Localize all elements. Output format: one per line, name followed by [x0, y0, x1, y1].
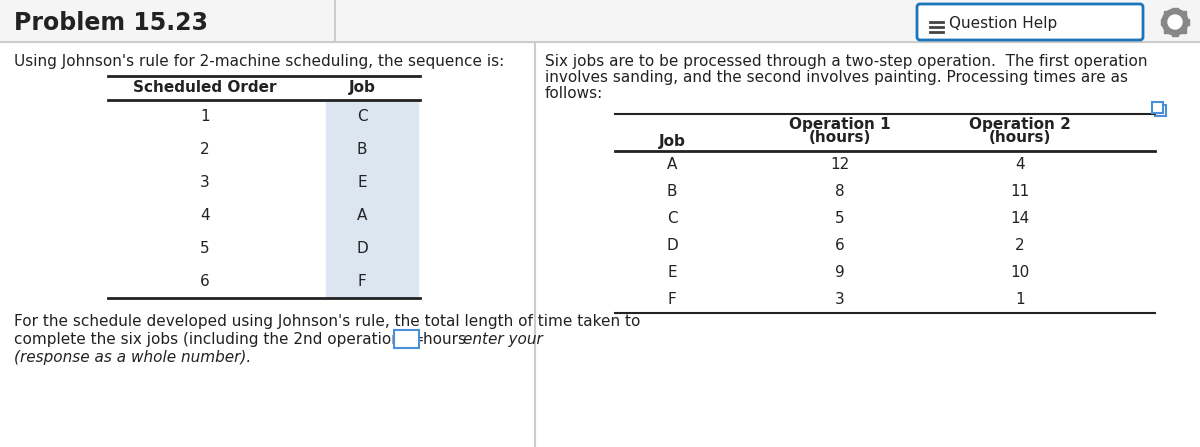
Bar — [1180, 27, 1186, 33]
Text: 6: 6 — [835, 238, 845, 253]
Bar — [326, 133, 418, 166]
Text: 6: 6 — [200, 274, 210, 289]
Text: A: A — [356, 208, 367, 223]
Text: D: D — [356, 241, 368, 256]
Text: 1: 1 — [200, 109, 210, 124]
Text: B: B — [667, 184, 677, 199]
Bar — [1152, 102, 1163, 113]
Text: 9: 9 — [835, 265, 845, 280]
Text: 3: 3 — [835, 292, 845, 307]
Text: F: F — [358, 274, 366, 289]
Text: 4: 4 — [1015, 157, 1025, 172]
Text: F: F — [667, 292, 677, 307]
Text: follows:: follows: — [545, 86, 604, 101]
Text: Scheduled Order: Scheduled Order — [133, 80, 277, 95]
Text: 3: 3 — [200, 175, 210, 190]
Text: B: B — [356, 142, 367, 157]
Bar — [326, 166, 418, 199]
Text: Using Johnson's rule for 2-machine scheduling, the sequence is:: Using Johnson's rule for 2-machine sched… — [14, 54, 504, 69]
Text: 12: 12 — [830, 157, 850, 172]
Text: complete the six jobs (including the 2nd operation) =: complete the six jobs (including the 2nd… — [14, 332, 425, 347]
Text: 4: 4 — [200, 208, 210, 223]
Text: 2: 2 — [200, 142, 210, 157]
Text: E: E — [358, 175, 367, 190]
Text: For the schedule developed using Johnson's rule, the total length of time taken : For the schedule developed using Johnson… — [14, 314, 641, 329]
Text: 11: 11 — [1010, 184, 1030, 199]
Bar — [1164, 11, 1170, 17]
Text: A: A — [667, 157, 677, 172]
Bar — [326, 265, 418, 298]
Bar — [1172, 30, 1178, 36]
Text: enter your: enter your — [463, 332, 542, 347]
Text: D: D — [666, 238, 678, 253]
Bar — [1183, 19, 1189, 25]
Bar — [326, 100, 418, 133]
Bar — [1164, 27, 1170, 33]
Bar — [1172, 8, 1178, 14]
Text: (hours): (hours) — [989, 130, 1051, 145]
Text: Question Help: Question Help — [949, 16, 1057, 31]
FancyBboxPatch shape — [917, 4, 1142, 40]
Text: 5: 5 — [835, 211, 845, 226]
Text: 1: 1 — [1015, 292, 1025, 307]
Circle shape — [1168, 15, 1182, 29]
Text: C: C — [356, 109, 367, 124]
Text: 14: 14 — [1010, 211, 1030, 226]
Bar — [1162, 19, 1166, 25]
Bar — [1180, 11, 1186, 17]
Bar — [0, 0, 1200, 42]
Text: Operation 1: Operation 1 — [790, 117, 890, 132]
Text: hours: hours — [424, 332, 470, 347]
Text: Job: Job — [659, 134, 685, 149]
Text: 10: 10 — [1010, 265, 1030, 280]
Text: 5: 5 — [200, 241, 210, 256]
Text: Six jobs are to be processed through a two-step operation.  The first operation: Six jobs are to be processed through a t… — [545, 54, 1147, 69]
Text: C: C — [667, 211, 677, 226]
Circle shape — [1162, 9, 1188, 35]
Bar — [1154, 105, 1166, 116]
Text: 8: 8 — [835, 184, 845, 199]
Bar — [326, 199, 418, 232]
Text: Operation 2: Operation 2 — [970, 117, 1070, 132]
Text: 2: 2 — [1015, 238, 1025, 253]
Text: E: E — [667, 265, 677, 280]
Bar — [326, 232, 418, 265]
Text: (hours): (hours) — [809, 130, 871, 145]
Text: Problem 15.23: Problem 15.23 — [14, 11, 208, 35]
Text: involves sanding, and the second involves painting. Processing times are as: involves sanding, and the second involve… — [545, 70, 1128, 85]
Bar — [394, 330, 419, 348]
Text: (response as a whole number).: (response as a whole number). — [14, 350, 251, 365]
Text: Job: Job — [348, 80, 376, 95]
